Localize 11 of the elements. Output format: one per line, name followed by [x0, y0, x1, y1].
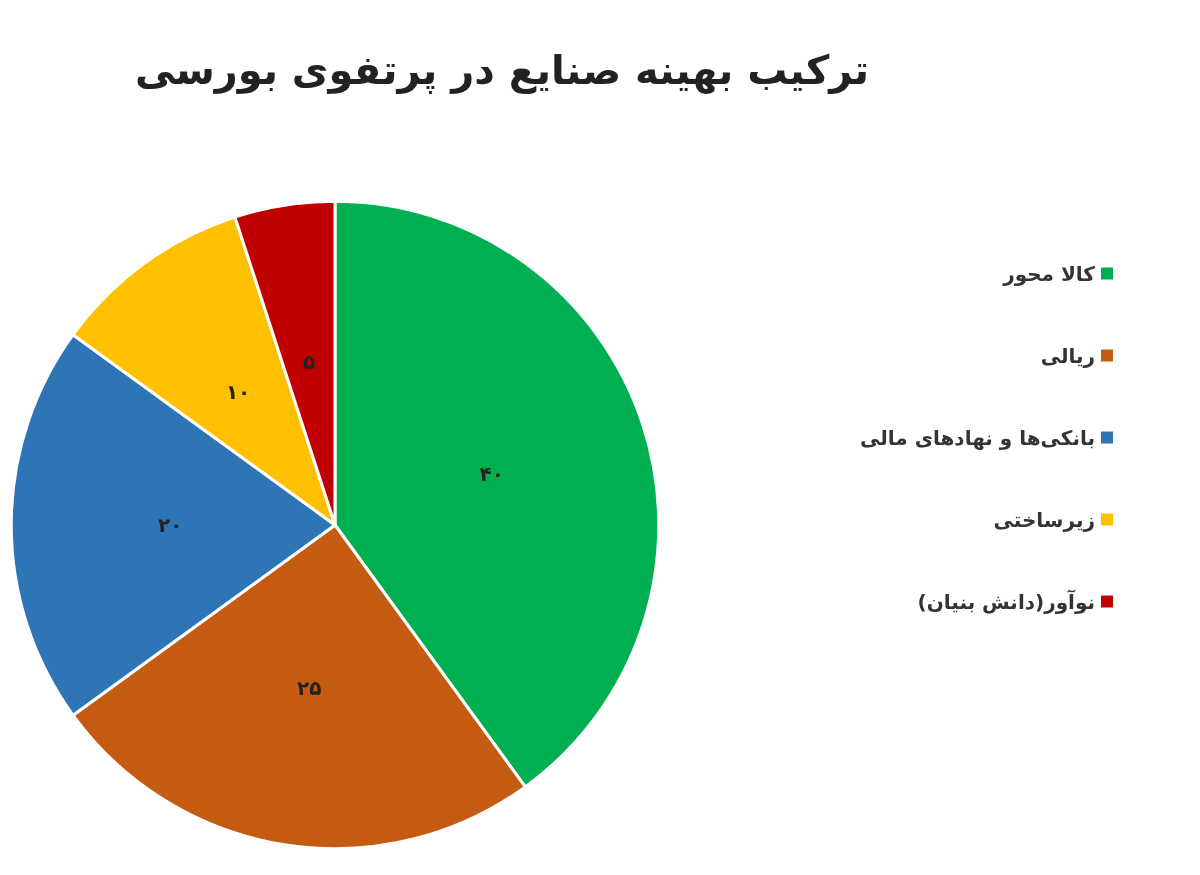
legend-label: کالا محور [1002, 261, 1096, 286]
data-label: ۲۰ [157, 513, 183, 537]
legend-label: نوآور(دانش بنیان) [917, 588, 1095, 614]
legend-label: بانکی‌ها و نهادهای مالی [860, 425, 1095, 450]
legend-label: زیرساختی [993, 507, 1095, 532]
chart-title: ترکیب بهینه صنایع در پرتفوی بورسی [135, 47, 870, 94]
legend-label: ریالی [1040, 343, 1095, 368]
data-label: ۴۰ [479, 462, 505, 487]
data-label: ۱۰ [225, 379, 251, 404]
data-label: ۵ [303, 350, 316, 375]
data-label: ۲۵ [297, 675, 322, 700]
